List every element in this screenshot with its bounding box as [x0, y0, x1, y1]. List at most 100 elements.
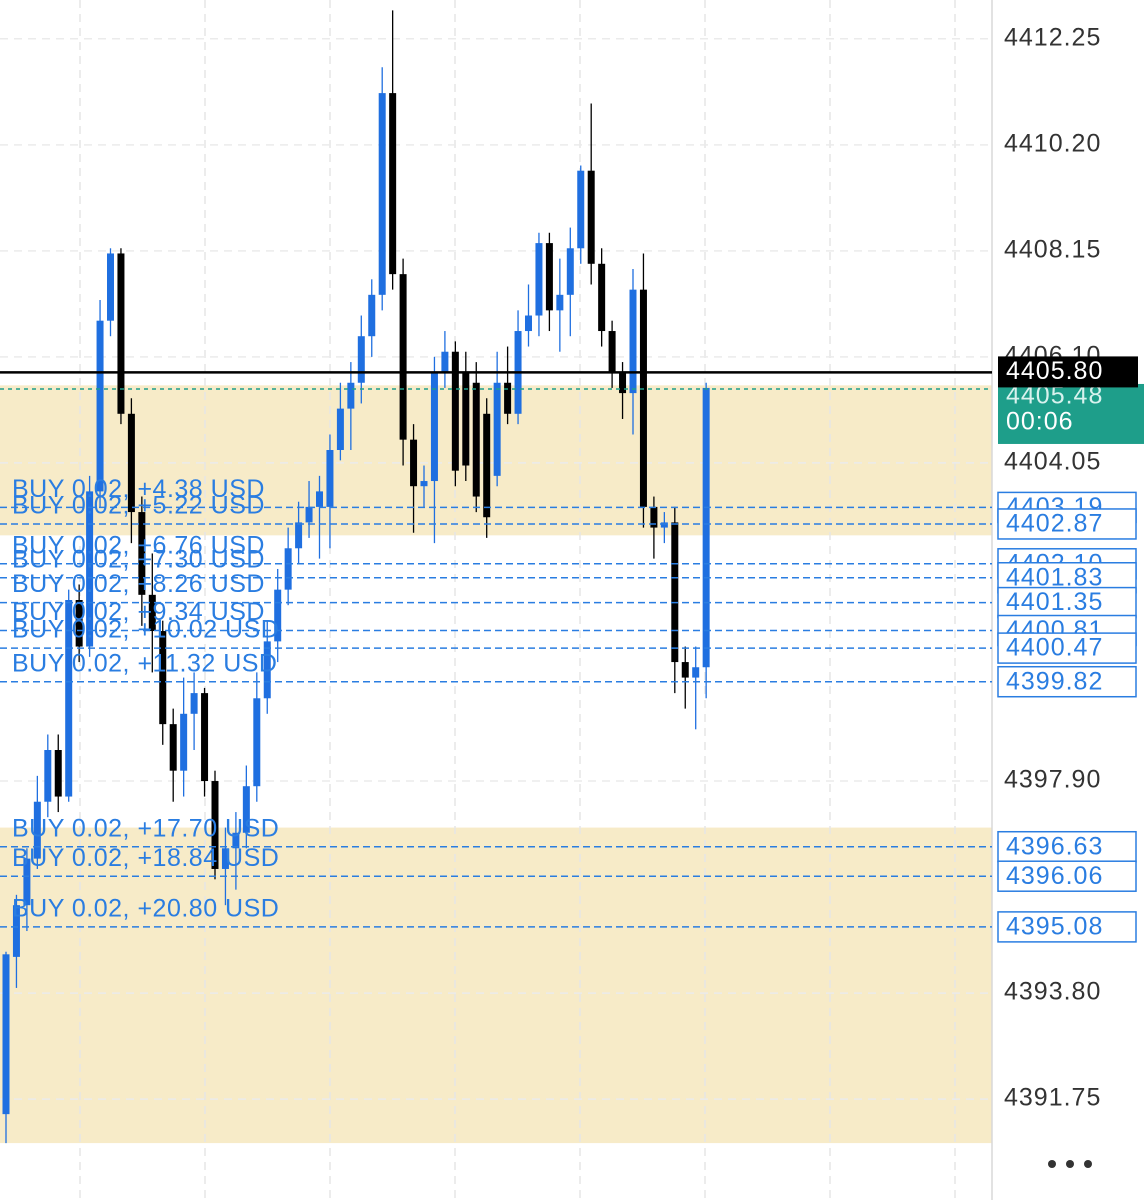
candle-body [305, 506, 313, 523]
order-label: BUY 0.02, +5.22 USD [12, 492, 265, 520]
candle-body [86, 491, 94, 647]
order-price-label: 4395.08 [1006, 913, 1103, 941]
candle-body [201, 693, 209, 782]
y-tick-label: 4391.75 [1004, 1084, 1101, 1112]
candle-body [660, 522, 668, 528]
last-price-box [998, 356, 1138, 388]
order-price-box [997, 911, 1137, 943]
dot [1084, 1160, 1092, 1168]
candle-body [472, 382, 480, 497]
candle-body [127, 413, 135, 513]
bid-box [998, 383, 1144, 444]
candle-body [242, 786, 250, 833]
candle-body [65, 600, 73, 797]
order-price-label: 4401.83 [1006, 563, 1103, 591]
candle-body [336, 408, 344, 450]
order-price-box [997, 830, 1137, 863]
candle-body [577, 170, 585, 249]
candle-body [221, 848, 229, 869]
candle-body [295, 522, 303, 549]
order-price-box [997, 508, 1137, 540]
candle-body [598, 263, 606, 332]
candle-body [566, 248, 574, 295]
zone [0, 827, 992, 1144]
candle-body [107, 253, 114, 321]
candle-body [389, 93, 397, 275]
order-label: BUY 0.02, +20.80 USD [12, 895, 279, 923]
dot [1048, 1160, 1056, 1168]
candle-body [347, 382, 355, 409]
y-tick-label: 4410.20 [1004, 129, 1101, 157]
candle-body [180, 713, 188, 771]
candle-body [702, 387, 710, 668]
y-tick-label: 4404.05 [1004, 448, 1101, 476]
y-tick-label: 4408.15 [1004, 235, 1101, 263]
candle-body [535, 243, 543, 316]
candle-body [54, 750, 62, 797]
order-price-label: 4401.35 [1006, 588, 1103, 616]
candle-body [148, 594, 156, 632]
candle-body [629, 289, 637, 394]
candle-body [378, 93, 386, 295]
dot [1066, 1160, 1074, 1168]
candle-body [650, 506, 658, 528]
candle-body [420, 481, 428, 487]
candle-body [23, 858, 31, 906]
countdown: 00:06 [1006, 408, 1074, 436]
candle-body [493, 382, 501, 476]
candle-body [12, 905, 20, 957]
y-tick-label: 4412.25 [1004, 23, 1101, 51]
order-price-box [997, 665, 1137, 698]
y-tick-label: 4393.80 [1004, 978, 1101, 1006]
order-price-label: 4402.87 [1006, 510, 1103, 538]
candle-body [253, 698, 261, 787]
candle-body [357, 336, 365, 383]
candle-body [284, 548, 292, 590]
order-label: BUY 0.02, +6.76 USD [12, 531, 265, 559]
candle-body [75, 600, 83, 647]
candle-body [138, 512, 146, 595]
candle-body [639, 289, 647, 507]
order-label: BUY 0.02, +18.84 USD [12, 844, 279, 872]
candle-body [96, 320, 104, 492]
candle-body [441, 351, 449, 373]
candle-body [117, 253, 125, 414]
candle-body [556, 294, 564, 311]
order-price-box [997, 860, 1137, 892]
order-price-label: 4399.82 [1006, 667, 1103, 695]
candle-body [451, 351, 459, 471]
candle-body [326, 450, 334, 507]
candle-body [587, 170, 595, 264]
last-price-label: 4405.80 [1006, 357, 1103, 385]
candle-body [608, 331, 616, 373]
y-tick-label: 4397.90 [1004, 766, 1101, 794]
order-price-label: 4396.06 [1006, 862, 1103, 890]
order-label: BUY 0.02, +11.32 USD [12, 649, 277, 677]
candle-body [399, 274, 407, 440]
candle-body [232, 832, 240, 849]
order-price-box [997, 586, 1137, 619]
candle-body [274, 589, 282, 642]
candle-body [211, 781, 219, 869]
candle-body [671, 522, 679, 663]
candle-body [462, 372, 470, 466]
candle-body [44, 750, 52, 802]
order-label: BUY 0.02, +8.26 USD [12, 570, 265, 598]
order-price-label: 4396.63 [1006, 832, 1103, 860]
candle-body [368, 294, 376, 337]
candle-body [619, 372, 627, 394]
order-label: BUY 0.02, +9.34 USD [12, 598, 265, 626]
order-price-label: 4400.47 [1006, 634, 1103, 662]
candle-body [316, 491, 323, 507]
candle-body [159, 631, 167, 725]
order-label: BUY 0.02, +4.38 USD [12, 475, 265, 503]
more-button[interactable] [1048, 1160, 1092, 1168]
order-label: BUY 0.02, +10.02 USD [12, 616, 279, 644]
candle-body [681, 662, 689, 678]
candle-body [430, 372, 438, 482]
order-label: BUY 0.02, +17.70 USD [12, 814, 279, 842]
candle-body [525, 315, 532, 332]
candle-body [169, 724, 177, 771]
candle-body [483, 413, 491, 518]
